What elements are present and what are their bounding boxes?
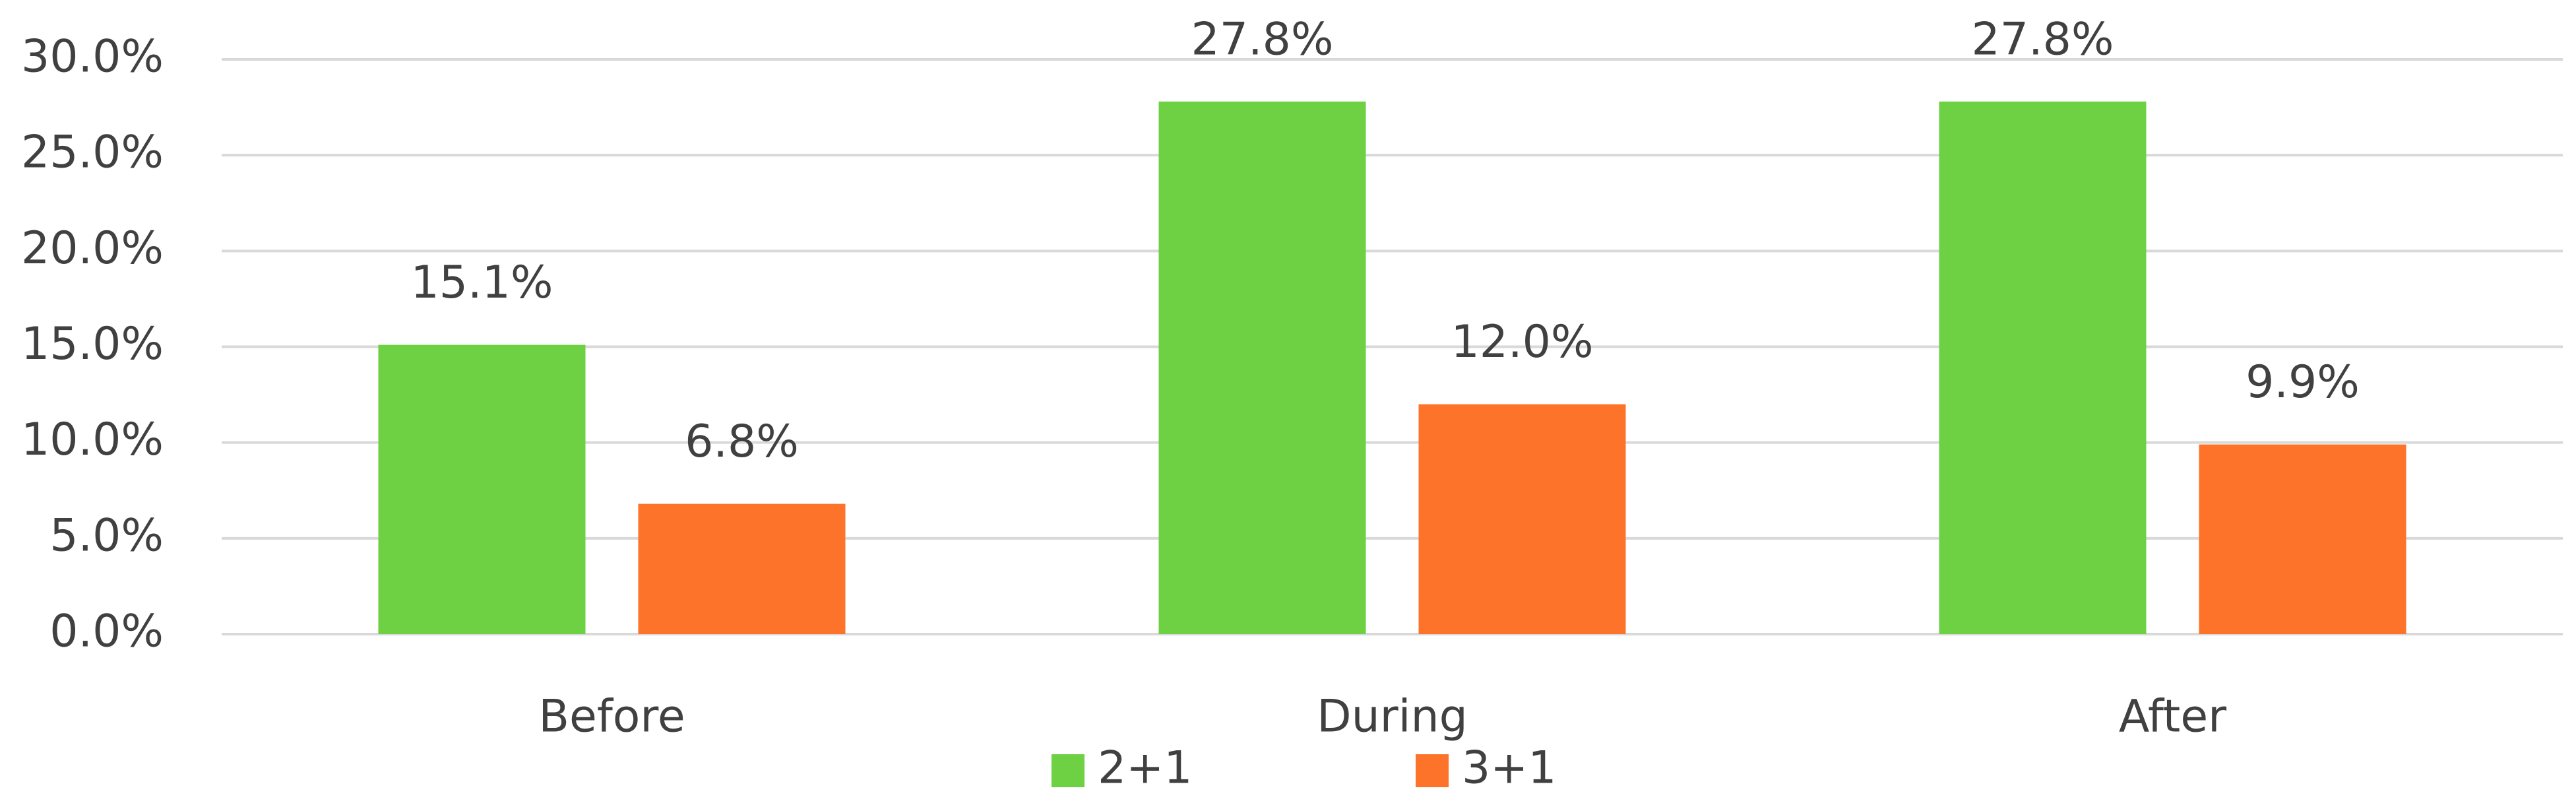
legend-label: 3+1 <box>1462 742 1557 794</box>
x-tick-label: During <box>1317 691 1468 743</box>
y-tick-label: 5.0% <box>49 509 164 562</box>
legend-label: 2+1 <box>1098 742 1193 794</box>
data-label: 27.8% <box>1971 13 2114 65</box>
x-tick-label: After <box>2119 691 2226 743</box>
y-tick-label: 0.0% <box>49 606 164 658</box>
bar <box>1418 404 1626 634</box>
bar <box>378 344 586 634</box>
bar <box>2199 444 2406 634</box>
data-label: 12.0% <box>1451 316 1593 368</box>
data-label: 27.8% <box>1191 13 1333 65</box>
y-tick-label: 10.0% <box>21 414 164 466</box>
bar <box>1939 101 2147 634</box>
y-tick-label: 15.0% <box>21 318 164 370</box>
x-tick-label: Before <box>538 691 685 743</box>
y-tick-label: 25.0% <box>21 127 164 179</box>
data-label: 15.1% <box>410 257 553 309</box>
legend-swatch <box>1052 754 1084 787</box>
y-tick-label: 30.0% <box>21 31 164 83</box>
y-tick-label: 20.0% <box>21 222 164 275</box>
bar <box>1158 101 1366 634</box>
legend-swatch <box>1416 754 1449 787</box>
data-label: 9.9% <box>2246 356 2360 408</box>
bar <box>638 503 846 634</box>
data-label: 6.8% <box>685 416 799 468</box>
